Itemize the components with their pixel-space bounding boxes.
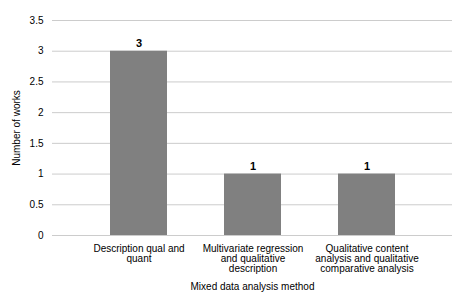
svg-text:Description qual andquant: Description qual andquant bbox=[93, 243, 184, 264]
svg-text:3.5: 3.5 bbox=[30, 15, 44, 26]
svg-text:2: 2 bbox=[38, 107, 44, 118]
svg-text:Qualitative contentanalysis an: Qualitative contentanalysis and qualitat… bbox=[315, 243, 419, 274]
svg-text:1: 1 bbox=[364, 160, 370, 172]
svg-text:0: 0 bbox=[38, 230, 44, 241]
svg-text:Mixed data analysis method: Mixed data analysis method bbox=[191, 281, 315, 292]
svg-text:3: 3 bbox=[136, 37, 142, 49]
svg-text:1: 1 bbox=[250, 160, 256, 172]
svg-text:1.5: 1.5 bbox=[30, 138, 44, 149]
svg-text:2.5: 2.5 bbox=[30, 76, 44, 87]
svg-text:Multivariate regressionand qua: Multivariate regressionand qualitativede… bbox=[203, 243, 304, 274]
svg-text:Number of works: Number of works bbox=[11, 90, 22, 166]
svg-text:3: 3 bbox=[38, 45, 44, 56]
svg-text:0.5: 0.5 bbox=[30, 199, 44, 210]
svg-text:1: 1 bbox=[38, 168, 44, 179]
